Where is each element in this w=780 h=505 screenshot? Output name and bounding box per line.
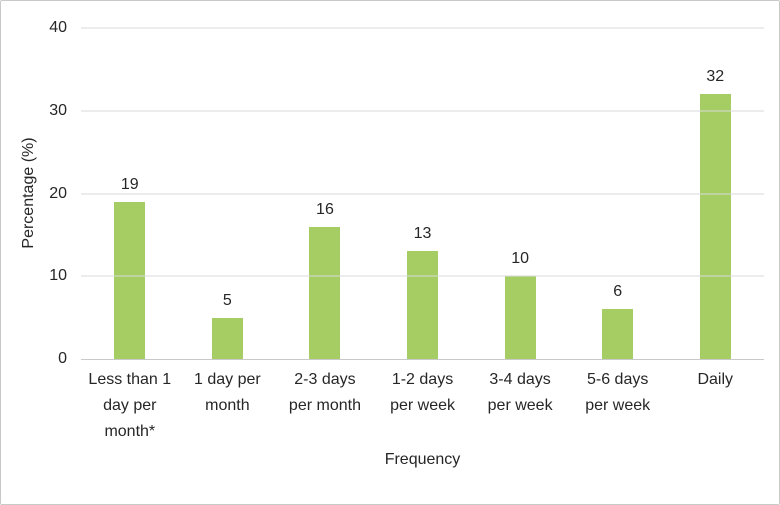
y-tick-label: 40 (49, 19, 67, 36)
x-category-label-5: 5-6 days per week (585, 371, 651, 414)
gridline (81, 27, 764, 29)
bar (407, 251, 439, 359)
x-category-label-4: 3-4 days per week (487, 371, 553, 414)
bar-value-label: 10 (511, 250, 529, 268)
bar (602, 309, 634, 359)
y-tick-label: 0 (58, 350, 67, 367)
x-axis-title: Frequency (384, 451, 461, 468)
y-tick-label: 30 (49, 101, 67, 119)
bar-value-label: 5 (222, 291, 232, 309)
y-tick-label: 10 (49, 267, 67, 285)
plot-area: 19 5 16 13 10 6 32 (81, 27, 764, 360)
bar-value-label: 16 (316, 200, 334, 218)
bar (114, 201, 146, 359)
x-category-label-3: 1-2 days per week (390, 371, 455, 414)
gridline (81, 110, 764, 112)
bar-slot-5: 6 (569, 28, 667, 359)
x-category-label-2: 2-3 days per month (288, 371, 361, 414)
bar (309, 226, 341, 359)
bar-slot-3: 13 (374, 28, 472, 359)
y-tick-label: 20 (49, 184, 67, 202)
x-category-label-6: Daily (697, 371, 734, 388)
bar (504, 276, 536, 359)
gridline (81, 275, 764, 277)
x-category-label-1: 1 day per month (194, 371, 261, 414)
x-axis-labels: Less than 1 day per month* 1 day per month 2-… (81, 367, 764, 445)
bars-row: 19 5 16 13 10 6 32 (81, 28, 764, 359)
bar-value-label: 13 (413, 225, 432, 243)
bar-value-label: 32 (706, 68, 725, 86)
bar-value-label: 19 (120, 175, 139, 193)
bar-slot-4: 10 (471, 28, 569, 359)
bar-slot-0: 19 (81, 28, 179, 359)
x-category-label-0: Less than 1 day per month* (88, 371, 172, 440)
y-axis-ticks: 0 10 20 30 40 (1, 19, 67, 367)
bar-slot-6: 32 (666, 28, 764, 359)
bar-slot-1: 5 (179, 28, 277, 359)
bar (211, 317, 243, 359)
gridline (81, 193, 764, 194)
bar (699, 94, 731, 359)
bar-value-label: 6 (613, 283, 623, 301)
bar-slot-2: 16 (276, 28, 374, 359)
